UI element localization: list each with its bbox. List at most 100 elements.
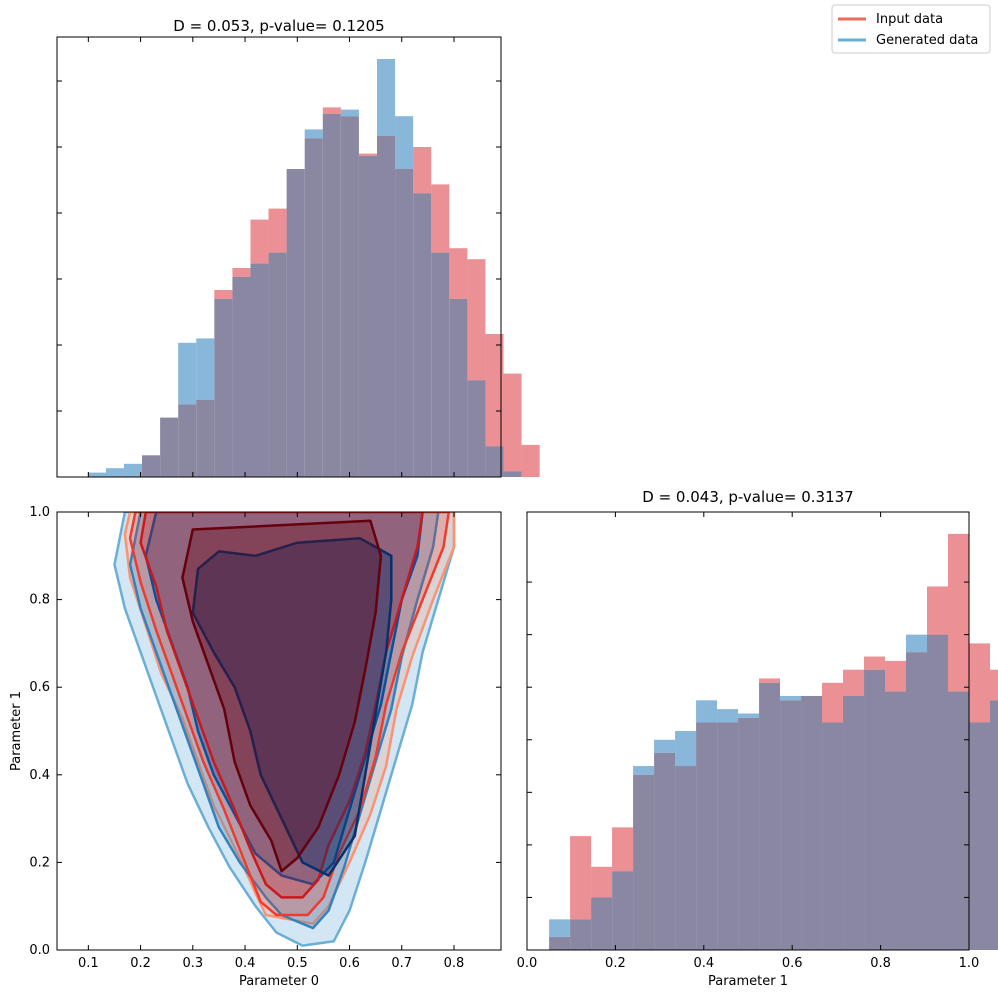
input-data-bar [142, 455, 161, 456]
input-data-bar [449, 248, 468, 299]
overlap-bar [843, 695, 865, 950]
histogram-parameter-1-x-axis-label: Parameter 1 [708, 974, 788, 989]
generated-data-bar [196, 338, 215, 400]
x-tick-label: 0.4 [693, 956, 714, 971]
y-tick-label: 0.0 [29, 943, 50, 958]
histogram-parameter-1-ticks: 0.0 0.2 0.4 0.6 0.8 1.0 [517, 512, 979, 971]
input-data-bar [358, 153, 377, 156]
input-data-bar [485, 334, 504, 447]
y-tick-label: 1.0 [29, 505, 50, 520]
histogram-parameter-1-frame [526, 511, 970, 951]
x-tick-label: 0.6 [339, 956, 360, 971]
generated-data-bar [178, 342, 197, 405]
generated-data-bar [633, 766, 655, 775]
generated-data-bar [549, 919, 571, 937]
y-tick-label: 0.4 [29, 768, 50, 783]
contour-ticks: 0.1 0.2 0.3 0.4 0.5 0.6 0.7 0.8 0.0 0.2 0.4 0.6 0.8 1… [29, 505, 501, 971]
overlap-bar [717, 722, 739, 950]
x-tick-label: 0.7 [391, 956, 412, 971]
contour-levels [113, 512, 456, 947]
input-data-bar [214, 290, 233, 299]
overlap-bar [633, 774, 655, 950]
overlap-bar [178, 404, 197, 477]
overlap-bar [822, 722, 844, 950]
input-data-bar [268, 208, 287, 253]
x-tick-label: 0.0 [517, 956, 538, 971]
overlap-bar [160, 417, 179, 477]
generated-contour-level-4 [191, 537, 393, 877]
y-tick-label: 0.2 [29, 855, 50, 870]
overlap-bar [696, 722, 718, 950]
input-data-bar [759, 678, 781, 683]
overlap-bar [503, 471, 522, 477]
overlap-bar [989, 700, 998, 950]
input-data-bar [989, 669, 998, 701]
overlap-bar [485, 446, 504, 477]
overlap-bar [286, 169, 305, 477]
contour-frame [56, 511, 502, 951]
overlap-bar [738, 717, 760, 950]
input-data-bar [413, 147, 432, 194]
overlap-bar [304, 138, 323, 477]
x-tick-label: 0.3 [182, 956, 203, 971]
input-data-bar [322, 107, 341, 114]
overlap-bar [358, 155, 377, 478]
overlap-bar [142, 455, 161, 477]
overlap-bar [948, 691, 969, 950]
overlap-bar [549, 936, 571, 950]
overlap-bar [612, 871, 634, 950]
legend-generated-label: Generated data [876, 33, 978, 48]
input-data-bar [232, 268, 251, 277]
input-data-bar [503, 373, 522, 472]
generated-data-bar [105, 468, 124, 477]
generated-data-bar [304, 129, 323, 139]
overlap-bar [801, 695, 823, 950]
input-data-bar [969, 643, 990, 723]
overlap-bar [759, 682, 781, 950]
overlap-bar [431, 252, 450, 477]
input-data-bar [948, 533, 969, 692]
input-data-bar [822, 682, 844, 723]
histogram-parameter-0-bars [87, 59, 540, 478]
input-contour-level-4 [181, 519, 383, 873]
x-tick-label: 0.8 [870, 956, 891, 971]
overlap-bar [413, 193, 432, 477]
input-data-bar [885, 660, 907, 692]
legend-box [831, 4, 991, 54]
histogram-parameter-0-ticks [57, 37, 501, 477]
input-data-bar [612, 827, 634, 872]
y-tick-label: 0.8 [29, 593, 50, 608]
overlap-bar [927, 634, 949, 950]
input-data-bar [467, 259, 486, 381]
overlap-bar [591, 897, 613, 950]
y-tick-label: 0.6 [29, 680, 50, 695]
x-tick-label: 0.4 [235, 956, 256, 971]
x-tick-label: 0.2 [130, 956, 151, 971]
x-tick-label: 0.6 [782, 956, 803, 971]
contour-x-axis-label: Parameter 0 [239, 974, 319, 989]
input-contour-level-2 [128, 512, 451, 917]
overlap-bar [885, 691, 907, 950]
legend-input-label: Input data [876, 12, 943, 27]
overlap-bar [675, 766, 697, 950]
histogram-parameter-1-bars [549, 533, 998, 950]
histogram-parameter-1-title: D = 0.043, p-value= 0.3137 [642, 488, 853, 506]
generated-data-bar [395, 116, 414, 169]
overlap-bar [570, 919, 592, 950]
x-tick-label: 0.5 [287, 956, 308, 971]
histogram-parameter-0-title: D = 0.053, p-value= 0.1205 [173, 17, 384, 35]
overlap-bar [214, 298, 233, 477]
overlap-bar [906, 652, 928, 950]
input-data-bar [250, 219, 269, 264]
overlap-bar [864, 669, 886, 950]
overlap-bar [322, 114, 341, 477]
generated-contour-level-1 [113, 512, 456, 947]
generated-data-bar [906, 634, 928, 653]
generated-data-bar [87, 472, 106, 477]
generated-data-bar [654, 739, 676, 753]
generated-data-bar [717, 709, 739, 723]
generated-data-bar [738, 713, 760, 718]
generated-data-bar [780, 695, 802, 701]
generated-data-bar [376, 59, 396, 136]
